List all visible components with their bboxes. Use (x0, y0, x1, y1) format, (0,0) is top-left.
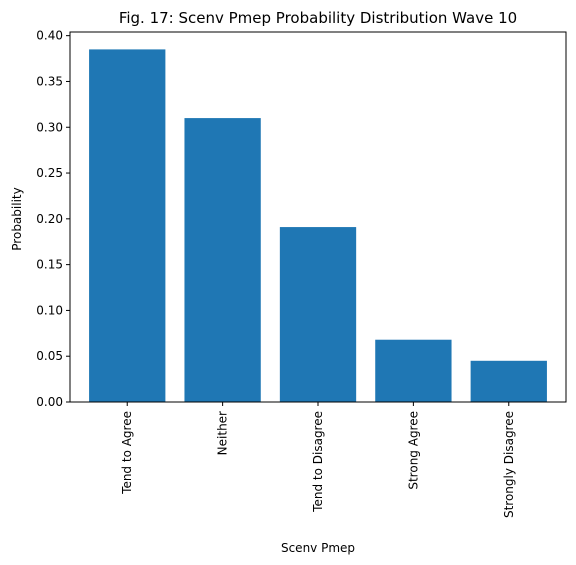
x-tick-label: Strong Agree (406, 411, 420, 490)
x-tick-label: Neither (216, 411, 230, 455)
y-axis-title: Probability (10, 187, 24, 250)
chart-title: Fig. 17: Scenv Pmep Probability Distribu… (119, 9, 517, 27)
x-axis: Tend to Agree Neither Tend to Disagree Stro… (120, 402, 516, 518)
bar-strong-agree (375, 339, 452, 402)
x-axis-title: Scenv Pmep (281, 541, 355, 555)
y-axis: 0.00 0.05 0.10 0.15 0.20 0.25 0.30 0.35 0.40 (36, 29, 70, 409)
y-tick-label: 0.05 (36, 349, 63, 363)
bars-group (89, 49, 547, 403)
y-tick-label: 0.25 (36, 166, 63, 180)
y-tick-label: 0.20 (36, 212, 63, 226)
y-tick-label: 0.35 (36, 74, 63, 88)
plot-frame (69, 31, 567, 403)
x-tick-label: Tend to Disagree (311, 411, 325, 513)
x-tick-label: Strongly Disagree (502, 411, 516, 518)
x-tick-label: Tend to Agree (120, 411, 134, 495)
y-tick-label: 0.10 (36, 303, 63, 317)
bar-tend-to-disagree (279, 227, 357, 402)
y-tick-label: 0.40 (36, 29, 63, 43)
bar-tend-to-agree (89, 49, 166, 403)
bar-strongly-disagree (470, 360, 547, 402)
y-tick-label: 0.00 (36, 395, 63, 409)
y-tick-label: 0.15 (36, 258, 63, 272)
y-tick-label: 0.30 (36, 120, 63, 134)
bar-neither (184, 118, 261, 402)
